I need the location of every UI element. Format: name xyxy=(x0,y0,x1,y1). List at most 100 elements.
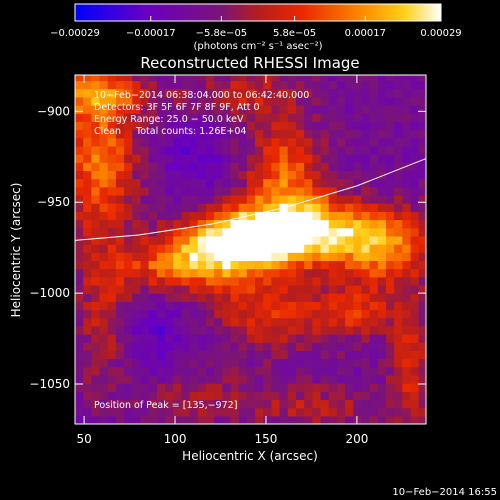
heatmap-cell xyxy=(279,178,289,188)
heatmap-cell xyxy=(99,88,109,98)
heatmap-cell xyxy=(361,293,371,302)
heatmap-cell xyxy=(287,113,297,122)
heatmap-cell xyxy=(377,309,387,319)
heatmap-cell xyxy=(402,137,412,147)
heatmap-cell xyxy=(124,211,133,221)
heatmap-cell xyxy=(328,104,338,114)
heatmap-cell xyxy=(83,276,92,286)
heatmap-cell xyxy=(345,325,354,335)
heatmap-cell xyxy=(197,309,207,319)
heatmap-cell xyxy=(263,252,273,262)
heatmap-cell xyxy=(99,145,109,155)
heatmap-cell xyxy=(304,154,313,163)
heatmap-cell xyxy=(304,383,313,392)
heatmap-cell xyxy=(361,383,371,392)
heatmap-cell xyxy=(418,219,426,229)
heatmap-cell xyxy=(238,96,248,106)
heatmap-cell xyxy=(75,104,84,114)
heatmap-cell xyxy=(246,358,256,368)
heatmap-cell xyxy=(83,121,92,131)
heatmap-cell xyxy=(304,75,313,82)
heatmap-cell xyxy=(222,88,232,98)
heatmap-cell xyxy=(230,178,240,188)
heatmap-cell xyxy=(295,415,305,424)
heatmap-cell xyxy=(320,293,330,302)
heatmap-cell xyxy=(304,260,313,270)
heatmap-cell xyxy=(165,399,174,409)
heatmap-cell xyxy=(312,415,322,424)
heatmap-cell xyxy=(107,96,117,106)
heatmap-cell xyxy=(107,317,117,327)
heatmap-cell xyxy=(83,145,92,155)
heatmap-cell xyxy=(418,137,426,147)
heatmap-cell xyxy=(173,334,182,343)
heatmap-cell xyxy=(385,113,395,122)
heatmap-cell xyxy=(369,129,379,139)
heatmap-cell xyxy=(336,309,346,319)
heatmap-cell xyxy=(320,252,330,262)
heatmap-cell xyxy=(385,276,395,286)
heatmap-cell xyxy=(230,145,240,155)
heatmap-cell xyxy=(345,129,354,139)
heatmap-cell xyxy=(222,317,232,327)
heatmap-cell xyxy=(115,374,125,384)
heatmap-cell xyxy=(271,334,281,343)
heatmap-cell xyxy=(369,145,379,155)
heatmap-cell xyxy=(181,129,191,139)
heatmap-cell xyxy=(345,407,354,417)
heatmap-cell xyxy=(165,407,174,417)
heatmap-cell xyxy=(361,104,371,114)
heatmap-cell xyxy=(181,137,191,147)
heatmap-cell xyxy=(75,391,84,401)
heatmap-cell xyxy=(263,342,273,351)
heatmap-cell xyxy=(418,121,426,131)
heatmap-cell xyxy=(246,334,256,343)
heatmap-cell xyxy=(132,325,142,335)
heatmap-cell xyxy=(345,121,354,131)
heatmap-cell xyxy=(385,309,395,319)
heatmap-cell xyxy=(369,227,379,237)
heatmap-cell xyxy=(345,235,354,245)
heatmap-cell xyxy=(181,121,191,131)
heatmap-cell xyxy=(295,407,305,417)
heatmap-cell xyxy=(230,96,240,106)
heatmap-cell xyxy=(312,227,322,237)
heatmap-cell xyxy=(418,366,426,376)
heatmap-cell xyxy=(99,350,109,360)
heatmap-cell xyxy=(99,162,109,172)
heatmap-cell xyxy=(385,350,395,360)
heatmap-cell xyxy=(287,358,297,368)
heatmap-cell xyxy=(328,162,338,172)
heatmap-cell xyxy=(255,309,264,319)
heatmap-cell xyxy=(132,88,142,98)
heatmap-cell xyxy=(115,301,125,311)
heatmap-cell xyxy=(99,374,109,384)
heatmap-cell xyxy=(132,268,142,278)
heatmap-cell xyxy=(385,407,395,417)
heatmap-cell xyxy=(320,186,330,196)
heatmap-cell xyxy=(83,244,92,253)
heatmap-cell xyxy=(279,358,289,368)
heatmap-cell xyxy=(336,374,346,384)
heatmap-cell xyxy=(279,366,289,376)
heatmap-cell xyxy=(312,399,322,409)
heatmap-cell xyxy=(140,162,150,172)
heatmap-cell xyxy=(165,154,174,163)
heatmap-cell xyxy=(345,186,354,196)
heatmap-cell xyxy=(410,145,420,155)
heatmap-cell xyxy=(107,293,117,302)
heatmap-cell xyxy=(394,194,403,204)
heatmap-cell xyxy=(132,75,142,82)
heatmap-cell xyxy=(369,350,379,360)
heatmap-cell xyxy=(377,301,387,311)
heatmap-cell xyxy=(279,383,289,392)
heatmap-cell xyxy=(230,88,240,98)
heatmap-cell xyxy=(295,252,305,262)
heatmap-cell xyxy=(197,407,207,417)
heatmap-cell xyxy=(173,194,182,204)
heatmap-cell xyxy=(377,75,387,82)
heatmap-cell xyxy=(132,154,142,163)
heatmap-cell xyxy=(230,252,240,262)
heatmap-cell xyxy=(205,162,215,172)
heatmap-cell xyxy=(238,391,248,401)
